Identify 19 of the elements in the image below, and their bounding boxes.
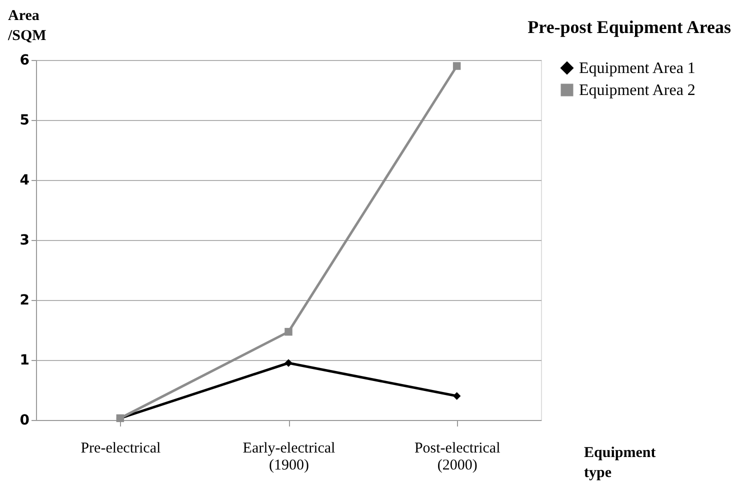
x-tick-label: Post-electrical (2000) — [414, 440, 500, 474]
x-tick-label: Pre-electrical — [80, 440, 161, 456]
y-axis-title: Area /SQM — [7, 8, 46, 44]
y-tick-label: 1 — [20, 352, 30, 368]
point — [284, 359, 292, 367]
legend-label: Equipment Area 2 — [579, 82, 696, 99]
y-tick-label: 0 — [20, 412, 30, 428]
y-tick-label: 4 — [20, 172, 30, 188]
y-tick-label: 5 — [20, 112, 30, 128]
point — [284, 328, 292, 336]
y-tick-label: 6 — [20, 52, 30, 68]
legend-label: Equipment Area 1 — [579, 60, 696, 77]
x-axis-title: Equipment type — [584, 445, 656, 481]
y-tick-label: 3 — [20, 232, 30, 248]
text: Pre-post Equipment Areas — [528, 17, 731, 37]
point — [452, 62, 461, 70]
point — [452, 392, 461, 400]
y-tick-label: 2 — [20, 292, 30, 308]
x-tick-label: Early-electrical (1900) — [242, 440, 336, 474]
